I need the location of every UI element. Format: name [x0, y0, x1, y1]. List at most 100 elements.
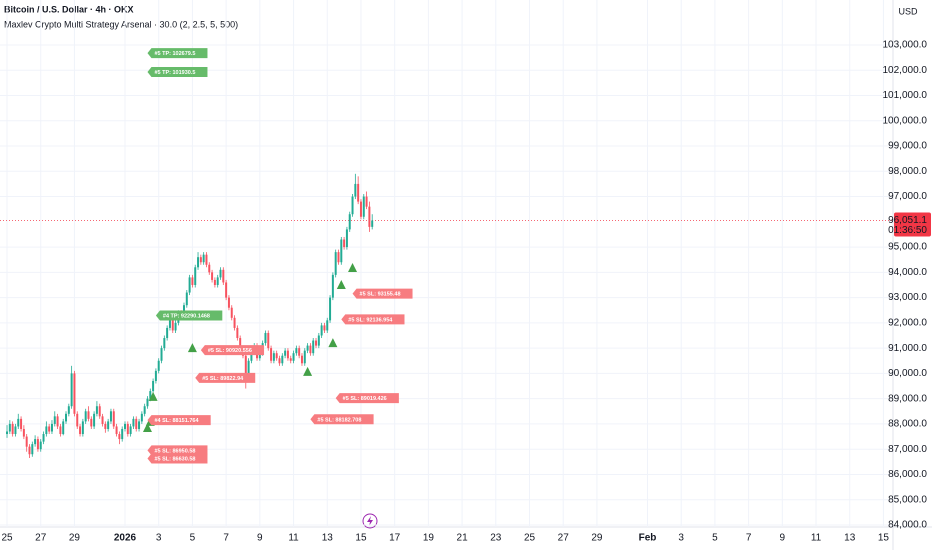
candle-body: [67, 406, 70, 414]
candle-body: [98, 406, 101, 417]
candle-body: [48, 426, 51, 432]
buy-signal: [303, 366, 313, 376]
x-tick-label: 5: [712, 533, 718, 544]
y-tick-label: 88,000.0: [888, 419, 927, 430]
candle-body: [101, 416, 104, 424]
order-tag: [155, 310, 223, 321]
candle-body: [303, 350, 306, 364]
candle-body: [171, 320, 174, 331]
candle-body: [149, 391, 152, 399]
candle-body: [28, 446, 31, 455]
candle-body: [50, 423, 53, 432]
x-tick-label: 27: [558, 533, 570, 544]
y-tick-label: 99,000.0: [888, 141, 927, 152]
candle-body: [45, 426, 48, 435]
candle-body: [62, 421, 65, 435]
y-tick-label: 97,000.0: [888, 191, 927, 202]
candle-body: [244, 355, 247, 374]
candle-body: [138, 421, 141, 429]
candle-body: [59, 426, 62, 435]
y-tick-label: 95,000.0: [888, 242, 927, 253]
candle-body: [135, 418, 138, 429]
buy-signal: [187, 343, 197, 353]
indicator-title[interactable]: Maxlev Crypto Multi Strategy Arsenal · 3…: [4, 19, 238, 29]
candle-body: [118, 434, 121, 440]
x-tick-label: 5: [190, 533, 196, 544]
countdown: 01:36:50: [888, 225, 927, 236]
order-tag: [352, 288, 413, 299]
order-tag-label: #5 TP: 102679.5: [154, 51, 195, 57]
y-tick-label: 90,000.0: [888, 368, 927, 379]
candle-body: [312, 340, 315, 354]
x-tick-label: 15: [878, 533, 890, 544]
candle-body: [334, 252, 337, 275]
candle-body: [286, 350, 289, 359]
order-tag-label: #5 SL: 92136.954: [348, 317, 393, 323]
last-price-tag: 96,051.101:36:50: [888, 212, 931, 237]
currency[interactable]: USD: [898, 6, 918, 16]
candle-body: [326, 320, 329, 331]
candle-body: [371, 220, 374, 227]
symbol-title[interactable]: Bitcoin / U.S. Dollar · 4h · OKX: [4, 4, 134, 14]
candle-body: [154, 370, 157, 381]
candle-body: [343, 239, 346, 248]
candle-body: [109, 411, 112, 422]
candle-body: [115, 426, 118, 435]
y-tick-label: 94,000.0: [888, 267, 927, 278]
candle-body: [25, 436, 28, 447]
candle-body: [17, 418, 20, 427]
replay-icon[interactable]: [362, 513, 378, 529]
candle-body: [340, 239, 343, 263]
candle-body: [168, 320, 171, 328]
candle-body: [93, 413, 96, 427]
candle-body: [31, 444, 34, 455]
plot: #5 TP: 102679.5 #5 TP: 101930.5 #4 TP: 922…: [0, 0, 893, 527]
candle-body: [368, 206, 371, 227]
candle-body: [275, 353, 278, 359]
candle-body: [146, 398, 149, 407]
y-tick-label: 102,000.0: [883, 65, 928, 76]
order-tag-label: #5 SL: 93155.48: [360, 292, 401, 298]
order-tag: [310, 414, 374, 425]
y-tick-label: 87,000.0: [888, 444, 927, 455]
candle-body: [166, 327, 169, 339]
candle-body: [213, 279, 216, 285]
order-tag-label: #4 TP: 92290.1468: [163, 313, 210, 319]
candle-body: [20, 418, 23, 429]
buy-signal: [142, 422, 152, 432]
y-tick-label: 93,000.0: [888, 292, 927, 303]
candle-body: [329, 297, 332, 321]
candle-body: [140, 413, 143, 422]
candle-body: [227, 297, 230, 308]
order-tag-label: #5 SL: 89822.94: [202, 376, 244, 382]
order-tag: [147, 453, 208, 464]
candle-body: [14, 426, 17, 435]
order-tag: [147, 445, 208, 456]
candle-body: [222, 269, 225, 283]
x-tick-label: 23: [490, 533, 502, 544]
order-tag-label: #5 SL: 86950.58: [154, 448, 195, 454]
x-tick-label: 3: [678, 533, 684, 544]
buy-signal: [348, 263, 358, 273]
candle-body: [233, 317, 236, 328]
candle-body: [270, 348, 273, 361]
candle-body: [81, 421, 84, 435]
candle-body: [267, 332, 270, 349]
y-tick-label: 103,000.0: [883, 40, 928, 51]
x-tick-label: 13: [844, 533, 856, 544]
candle-body: [331, 274, 334, 298]
candle-body: [8, 423, 11, 432]
x-tick-label: 25: [1, 533, 13, 544]
candle-body: [194, 267, 197, 285]
candle-body: [84, 411, 87, 422]
candle-body: [354, 183, 357, 197]
y-tick-label: 101,000.0: [883, 90, 928, 101]
candle-body: [236, 327, 239, 339]
candle-body: [160, 348, 163, 361]
candle-body: [39, 441, 42, 450]
candle-body: [42, 434, 45, 442]
buy-signal: [328, 338, 338, 348]
last-price-box: [894, 212, 931, 237]
order-tag-label: #5 SL: 88182.708: [317, 417, 361, 423]
buy-signal: [148, 391, 158, 401]
